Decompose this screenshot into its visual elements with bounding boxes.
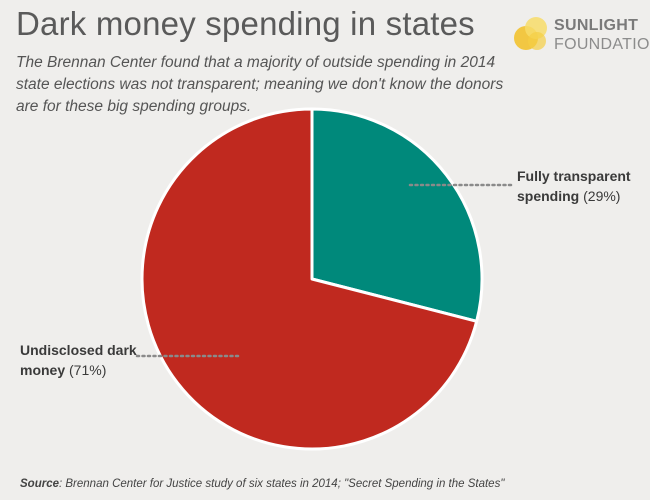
- source-note: Source: Brennan Center for Justice study…: [20, 478, 504, 490]
- source-label: Source: [20, 478, 59, 490]
- label-fully-transparent-pct: (29%): [583, 188, 621, 204]
- label-undisclosed-name: Undisclosed dark money: [20, 342, 137, 378]
- source-text: : Brennan Center for Justice study of si…: [59, 478, 505, 490]
- slice-fully-transparent: [310, 107, 484, 323]
- label-undisclosed-dark-money: Undisclosed dark money (71%): [20, 340, 140, 380]
- chart-title: Dark money spending in states: [16, 5, 475, 42]
- logo-line-2: FOUNDATION: [554, 36, 650, 53]
- sunlight-logo: SUNLIGHT FOUNDATION: [512, 14, 650, 58]
- label-fully-transparent-name: Fully transparent spending: [517, 168, 631, 204]
- chart-subtitle: The Brennan Center found that a majority…: [16, 54, 504, 115]
- logo-line-1: SUNLIGHT: [554, 17, 639, 34]
- label-fully-transparent: Fully transparent spending (29%): [517, 166, 637, 206]
- label-undisclosed-pct: (71%): [69, 362, 107, 378]
- slice-undisclosed-dark-money: [140, 107, 479, 451]
- sun-icon: [514, 17, 547, 50]
